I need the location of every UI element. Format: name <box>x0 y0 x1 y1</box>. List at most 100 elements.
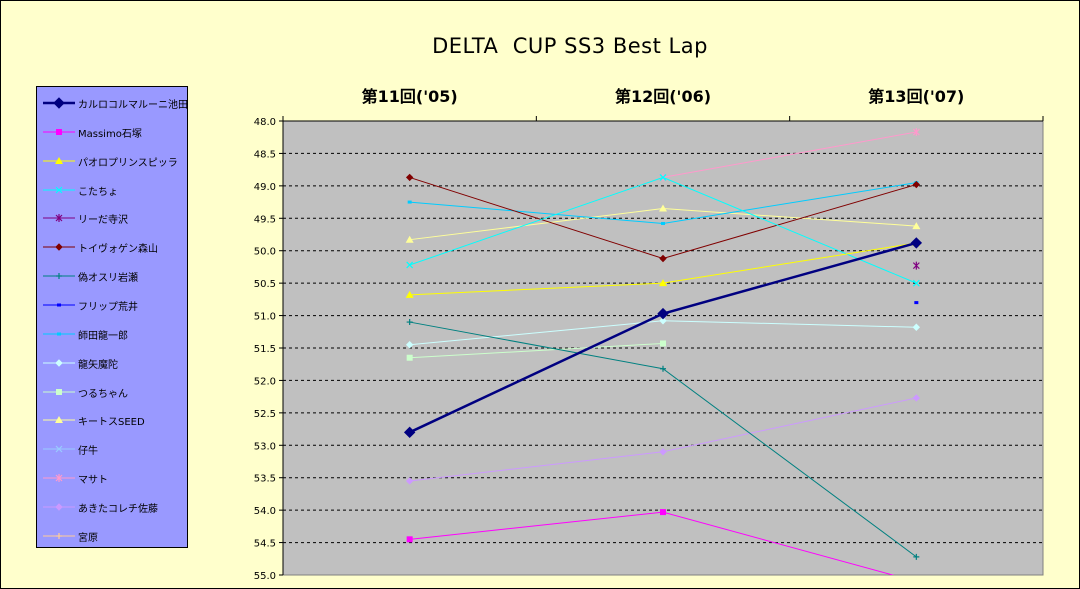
point-marker <box>661 221 665 225</box>
legend-item: カルロコルマルーニ池田 <box>37 93 188 113</box>
point-marker <box>406 536 413 543</box>
series-7 <box>406 319 920 560</box>
y-tick-label: 55.0 <box>254 571 276 582</box>
point-marker <box>912 279 920 287</box>
legend-swatch <box>43 303 75 307</box>
point-marker <box>406 261 414 269</box>
legend-swatch <box>43 388 75 395</box>
legend-item: キートスSEED <box>37 410 187 430</box>
point-marker <box>912 323 921 331</box>
series-15 <box>405 394 921 485</box>
point-marker <box>55 503 63 511</box>
y-tick-label: 54.5 <box>254 539 276 550</box>
point-marker <box>912 261 920 270</box>
point-marker <box>657 307 669 320</box>
y-tick-label: 53.0 <box>254 441 276 452</box>
legend-label: 龍矢魔陀 <box>78 359 118 371</box>
legend-swatch <box>43 243 75 251</box>
legend-label: リーだ寺沢 <box>78 215 128 227</box>
y-tick-label: 49.0 <box>254 182 276 193</box>
legend-label: キートスSEED <box>78 417 145 429</box>
point-marker <box>57 332 61 336</box>
legend-label: Massimo石塚 <box>78 128 142 140</box>
legend-label: トイヴォゲン森山 <box>78 244 158 256</box>
point-marker <box>405 235 414 243</box>
point-marker <box>659 174 667 181</box>
point-marker <box>55 186 63 193</box>
point-marker <box>53 97 65 109</box>
legend-item: 仔牛 <box>37 439 187 459</box>
legend-label: フリップ荒井 <box>78 301 138 313</box>
point-marker <box>659 254 667 263</box>
legend-swatch <box>43 156 75 164</box>
point-marker <box>659 204 667 212</box>
legend-label: 宮原 <box>78 532 98 544</box>
legend-item: フリップ荒井 <box>37 295 187 315</box>
legend-label: カルロコルマルーニ池田 <box>78 100 188 111</box>
point-marker <box>912 222 921 230</box>
x-tick-label: 第11回('05) <box>362 87 458 106</box>
point-marker <box>659 317 667 325</box>
series-11 <box>406 340 666 361</box>
series-8 <box>914 301 919 305</box>
series-layer <box>403 128 923 584</box>
legend-swatch <box>43 445 75 453</box>
point-marker <box>660 365 666 372</box>
point-marker <box>403 426 416 439</box>
y-tick-label: 53.5 <box>254 474 276 485</box>
legend-swatch <box>43 214 75 223</box>
point-marker <box>913 578 919 584</box>
legend-label: 偽オスリ岩瀬 <box>78 273 138 285</box>
legend-item: 偽オスリ岩瀬 <box>37 266 187 286</box>
legend-item: あきたコレチ佐藤 <box>37 497 187 517</box>
point-marker <box>405 341 414 349</box>
series-4 <box>406 174 920 287</box>
point-marker <box>406 319 413 326</box>
point-marker <box>659 448 667 456</box>
legend-item: マサト <box>37 468 187 488</box>
point-marker <box>912 394 921 402</box>
series-line <box>662 131 917 178</box>
legend-label: 師田龍一郎 <box>78 330 128 342</box>
point-marker <box>914 301 919 305</box>
point-marker <box>913 553 920 560</box>
point-marker <box>55 214 63 223</box>
series-line <box>409 342 664 359</box>
point-marker <box>912 128 920 137</box>
legend-item: こたちょ <box>37 180 187 200</box>
series-6 <box>405 173 921 263</box>
point-marker <box>55 445 63 453</box>
point-marker <box>405 477 414 485</box>
x-tick-label: 第12回('06) <box>615 87 711 106</box>
y-tick-label: 52.0 <box>254 376 276 387</box>
legend-swatch <box>43 128 75 135</box>
series-1 <box>403 237 923 439</box>
y-tick-label: 49.5 <box>254 214 276 225</box>
point-marker <box>910 237 923 249</box>
legend-label: こたちょ <box>78 186 118 198</box>
point-marker <box>55 243 63 251</box>
legend: カルロコルマルーニ池田 Massimo石塚パオロプリンスピッラこたちょリーだ寺沢ト… <box>36 86 188 548</box>
point-marker <box>56 273 62 280</box>
legend-item: トイヴォゲン森山 <box>37 237 187 257</box>
point-marker <box>660 509 666 516</box>
legend-item: 宮原 <box>37 526 187 546</box>
legend-swatch <box>43 358 75 367</box>
legend-swatch <box>43 97 75 109</box>
legend-item: Massimo石塚 <box>37 122 187 142</box>
legend-swatch <box>43 532 75 539</box>
point-marker <box>56 532 62 539</box>
legend-label: つるちゃん <box>78 388 128 400</box>
y-tick-label: 50.5 <box>254 279 276 290</box>
legend-item: パオロプリンスピッラ <box>37 151 187 171</box>
legend-label: マサト <box>78 475 108 487</box>
chart-title: DELTA CUP SS3 Best Lap <box>432 34 708 58</box>
point-marker <box>55 416 63 424</box>
point-marker <box>57 303 61 307</box>
legend-swatch <box>43 503 75 511</box>
legend-label: あきたコレチ佐藤 <box>78 503 158 515</box>
legend-swatch <box>43 416 75 424</box>
legend-item: つるちゃん <box>37 382 187 402</box>
y-tick-label: 51.0 <box>254 312 276 323</box>
